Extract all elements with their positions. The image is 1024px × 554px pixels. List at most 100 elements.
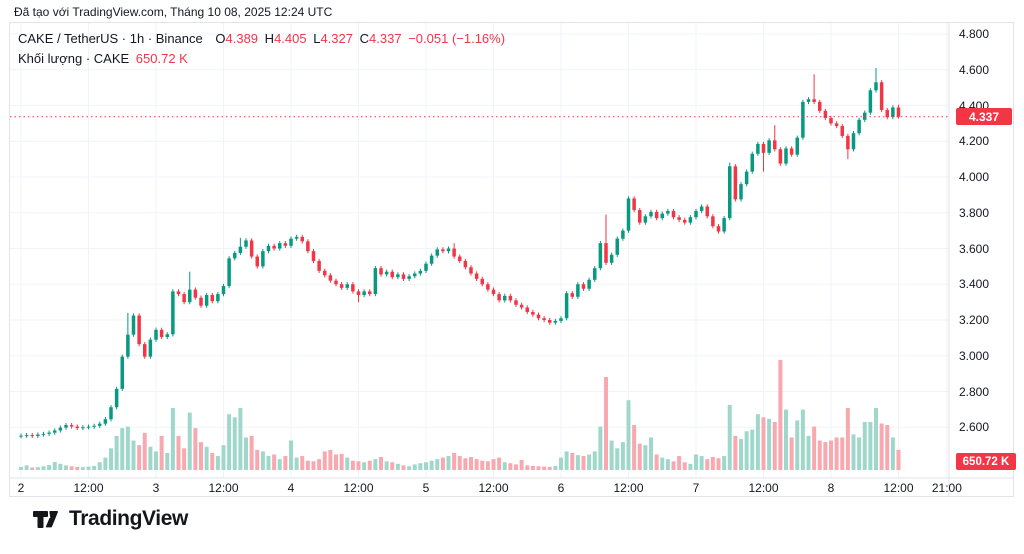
candle-body (593, 268, 597, 280)
volume-bar (755, 414, 760, 470)
volume-bar (553, 465, 558, 470)
volume-bar (469, 456, 473, 470)
volume-bar (525, 465, 530, 470)
candle-body (424, 263, 428, 271)
volume-bar (300, 456, 305, 470)
candle-body (210, 294, 214, 302)
candle-body (458, 256, 462, 262)
candle-body (143, 344, 147, 357)
candle-body (216, 294, 220, 302)
candle-body (863, 112, 867, 120)
volume-bar (778, 359, 783, 470)
candle-body (266, 245, 271, 252)
volume-bar (688, 463, 693, 470)
candle-body (373, 268, 378, 295)
volume-bar (536, 466, 541, 470)
candle-body (441, 249, 445, 252)
volume-bar (412, 464, 417, 470)
volume-bar (514, 464, 518, 470)
candle-body (249, 240, 254, 257)
volume-bar (463, 458, 468, 470)
candle-body (154, 329, 158, 340)
candle-body (857, 119, 861, 134)
volume-bar (227, 414, 232, 470)
volume-bar (677, 456, 682, 470)
candle-body (531, 311, 535, 315)
candle-body (171, 291, 175, 335)
candle-body (801, 101, 805, 138)
volume-bar (474, 459, 479, 470)
candle-body (733, 166, 738, 200)
candle-body (311, 251, 316, 262)
open-label: O (215, 31, 226, 46)
candle-body (885, 109, 889, 118)
volume-bar (772, 421, 777, 470)
price-chart-canvas[interactable] (10, 23, 1013, 496)
attribution-text: Đã tạo với TradingView.com, Tháng 10 08,… (14, 5, 333, 19)
tradingview-logo[interactable]: TradingView (33, 507, 188, 531)
volume-bar (626, 400, 631, 470)
candle-body (401, 274, 406, 279)
candle-body (199, 297, 203, 306)
candle-body (818, 101, 822, 111)
volume-bar (660, 457, 665, 470)
volume-bar (632, 425, 637, 470)
time-axis-label: 12:00 (208, 481, 239, 495)
candle-body (227, 258, 231, 287)
volume-bar (637, 443, 642, 470)
volume-bar (120, 428, 125, 470)
candle-body (58, 427, 63, 431)
volume-study-label[interactable]: Khối lượng · CAKE (18, 51, 130, 66)
volume-bar (407, 466, 412, 470)
candle-body (75, 426, 79, 428)
candle-body (53, 430, 57, 433)
candle-body (131, 315, 136, 335)
candle-body (576, 284, 580, 297)
candle-body (750, 153, 754, 172)
candle-body (339, 284, 344, 288)
volume-bar (69, 466, 74, 470)
volume-bar (356, 461, 361, 470)
volume-bar (643, 445, 648, 470)
candle-body (188, 289, 192, 303)
volume-bar (395, 463, 400, 470)
time-axis-label: 12:00 (343, 481, 374, 495)
candle-body (632, 198, 636, 211)
volume-bar (716, 458, 721, 470)
volume-bar (311, 461, 316, 470)
candle-body (238, 246, 243, 253)
candle-body (390, 271, 394, 278)
candle-body (486, 284, 490, 290)
candle-body (98, 423, 102, 426)
candle-body (429, 255, 434, 264)
volume-bar (440, 457, 445, 470)
volume-bar (221, 445, 226, 470)
volume-study-value: 650.72 K (135, 51, 188, 66)
volume-bar (857, 437, 862, 470)
volume-bar (154, 451, 158, 470)
candle-body (368, 291, 372, 295)
candle-body (159, 329, 164, 337)
candle-body (553, 320, 558, 323)
volume-bar (266, 456, 271, 470)
candle-body (255, 256, 259, 267)
candle-body (621, 230, 625, 239)
price-axis-label: 3.000 (959, 348, 990, 363)
symbol-title[interactable]: CAKE / TetherUS · 1h · Binance (18, 31, 203, 46)
candle-body (317, 261, 321, 271)
candle-body (379, 268, 383, 275)
candle-body (272, 245, 276, 249)
candle-body (474, 273, 479, 279)
candle-body (677, 217, 681, 220)
volume-bar (137, 445, 142, 470)
price-axis-label: 2.800 (959, 384, 990, 399)
volume-bar (480, 460, 485, 470)
candle-body (306, 241, 310, 252)
volume-bar (401, 465, 406, 470)
candle-body (705, 206, 709, 217)
volume-bar (795, 420, 800, 470)
candle-body (407, 276, 411, 279)
volume-bar (255, 449, 260, 470)
price-axis-label: 3.800 (959, 205, 990, 220)
candle-body (536, 314, 541, 319)
